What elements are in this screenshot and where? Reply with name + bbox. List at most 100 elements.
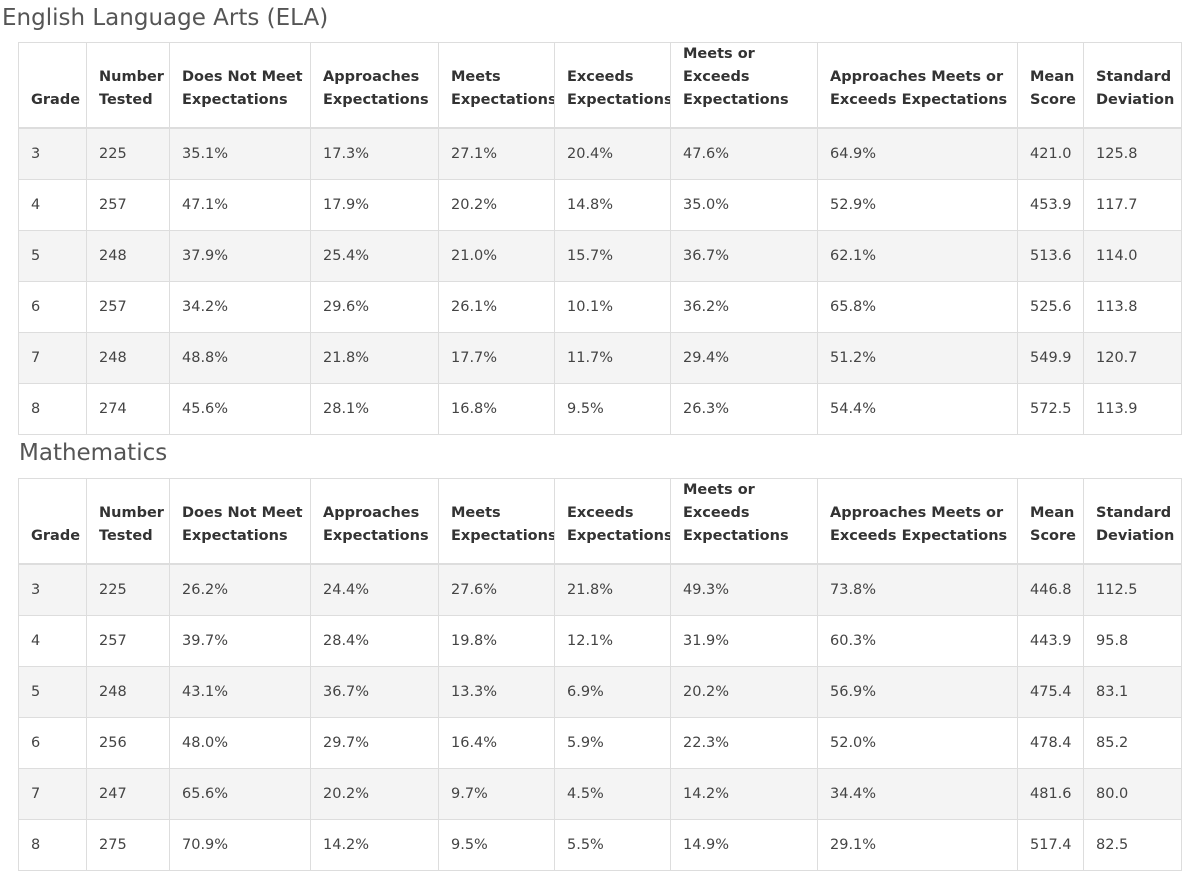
cell-exceeds: 10.1% bbox=[554, 281, 671, 333]
cell-meets-or-exceeds: 29.4% bbox=[670, 332, 818, 384]
table-row: 5 248 37.9% 25.4% 21.0% 15.7% 36.7% 62.1% 513.6 1… bbox=[18, 230, 1182, 282]
column-header-line: Meets or Exceeds bbox=[683, 46, 755, 85]
cell-standard-deviation: 83.1 bbox=[1083, 666, 1182, 718]
column-header-line: Expectations bbox=[683, 92, 789, 108]
cell-approaches: 20.2% bbox=[310, 768, 439, 820]
column-header-line: Standard bbox=[1096, 69, 1172, 85]
cell-meets-or-exceeds: 49.3% bbox=[670, 563, 818, 616]
table-row: 4 257 39.7% 28.4% 19.8% 12.1% 31.9% 60.3% 443.9 9… bbox=[18, 615, 1182, 667]
cell-number-tested: 248 bbox=[86, 666, 170, 718]
column-header-line: Number bbox=[99, 505, 164, 521]
column-header-does-not-meet: Does Not Meet Expectations bbox=[169, 478, 311, 565]
cell-meets-or-exceeds: 14.2% bbox=[670, 768, 818, 820]
cell-mean-score: 421.0 bbox=[1017, 127, 1084, 180]
cell-mean-score: 549.9 bbox=[1017, 332, 1084, 384]
column-header-mean-score: Mean Score bbox=[1017, 478, 1084, 565]
cell-does-not-meet: 37.9% bbox=[169, 230, 311, 282]
cell-number-tested: 257 bbox=[86, 615, 170, 667]
cell-meets: 20.2% bbox=[438, 179, 555, 231]
cell-grade: 7 bbox=[18, 768, 87, 820]
column-header-line: Deviation bbox=[1096, 92, 1175, 108]
column-header-line: Does Not Meet bbox=[182, 505, 303, 521]
cell-mean-score: 446.8 bbox=[1017, 563, 1084, 616]
column-header-number-tested: Number Tested bbox=[86, 478, 170, 565]
column-header-line: Expectations bbox=[683, 528, 789, 544]
column-header-line: Exceeds bbox=[567, 69, 634, 85]
column-header-line: Score bbox=[1030, 92, 1076, 108]
column-header-line: Meets or Exceeds bbox=[683, 482, 755, 521]
cell-does-not-meet: 65.6% bbox=[169, 768, 311, 820]
column-header-meets-or-exceeds: Meets or Exceeds Expectations bbox=[670, 478, 818, 565]
cell-meets-or-exceeds: 20.2% bbox=[670, 666, 818, 718]
table-header-row: Grade Number Tested Does Not Meet Expectatio… bbox=[18, 42, 1182, 129]
column-header-line: Expectations bbox=[182, 92, 288, 108]
ela-section-title: English Language Arts (ELA) bbox=[2, 5, 329, 31]
cell-approaches-meets-or-exceeds: 34.4% bbox=[817, 768, 1018, 820]
column-header-line: Exceeds Expectations bbox=[830, 92, 1008, 108]
column-header-line: Meets bbox=[451, 69, 501, 85]
cell-does-not-meet: 45.6% bbox=[169, 383, 311, 435]
cell-grade: 4 bbox=[18, 615, 87, 667]
cell-number-tested: 248 bbox=[86, 332, 170, 384]
cell-exceeds: 6.9% bbox=[554, 666, 671, 718]
cell-meets-or-exceeds: 35.0% bbox=[670, 179, 818, 231]
cell-meets: 21.0% bbox=[438, 230, 555, 282]
column-header-exceeds: Exceeds Expectations bbox=[554, 42, 671, 129]
cell-standard-deviation: 113.8 bbox=[1083, 281, 1182, 333]
cell-meets-or-exceeds: 47.6% bbox=[670, 127, 818, 180]
column-header-line: Deviation bbox=[1096, 528, 1175, 544]
cell-approaches: 29.6% bbox=[310, 281, 439, 333]
cell-exceeds: 21.8% bbox=[554, 563, 671, 616]
cell-standard-deviation: 85.2 bbox=[1083, 717, 1182, 769]
cell-approaches-meets-or-exceeds: 56.9% bbox=[817, 666, 1018, 718]
cell-mean-score: 572.5 bbox=[1017, 383, 1084, 435]
cell-exceeds: 14.8% bbox=[554, 179, 671, 231]
column-header-line: Does Not Meet bbox=[182, 69, 303, 85]
table-row: 6 256 48.0% 29.7% 16.4% 5.9% 22.3% 52.0% 478.4 85… bbox=[18, 717, 1182, 769]
cell-standard-deviation: 113.9 bbox=[1083, 383, 1182, 435]
column-header-line: Exceeds bbox=[567, 505, 634, 521]
ela-results-table: Grade Number Tested Does Not Meet Expectatio… bbox=[18, 42, 1182, 435]
column-header-line: Number bbox=[99, 69, 164, 85]
column-header-line: Exceeds Expectations bbox=[830, 528, 1008, 544]
cell-number-tested: 225 bbox=[86, 127, 170, 180]
cell-meets: 19.8% bbox=[438, 615, 555, 667]
table-row: 8 274 45.6% 28.1% 16.8% 9.5% 26.3% 54.4% 572.5 11… bbox=[18, 383, 1182, 435]
cell-grade: 6 bbox=[18, 717, 87, 769]
cell-standard-deviation: 95.8 bbox=[1083, 615, 1182, 667]
cell-standard-deviation: 80.0 bbox=[1083, 768, 1182, 820]
column-header-standard-deviation: Standard Deviation bbox=[1083, 42, 1182, 129]
cell-number-tested: 257 bbox=[86, 281, 170, 333]
column-header-approaches-meets-or-exceeds: Approaches Meets or Exceeds Expectations bbox=[817, 478, 1018, 565]
cell-exceeds: 12.1% bbox=[554, 615, 671, 667]
cell-exceeds: 5.5% bbox=[554, 819, 671, 871]
cell-meets-or-exceeds: 36.2% bbox=[670, 281, 818, 333]
math-results-table: Grade Number Tested Does Not Meet Expectatio… bbox=[18, 478, 1182, 871]
cell-approaches: 17.9% bbox=[310, 179, 439, 231]
table-row: 4 257 47.1% 17.9% 20.2% 14.8% 35.0% 52.9% 453.9 1… bbox=[18, 179, 1182, 231]
cell-exceeds: 11.7% bbox=[554, 332, 671, 384]
cell-does-not-meet: 39.7% bbox=[169, 615, 311, 667]
cell-meets: 17.7% bbox=[438, 332, 555, 384]
column-header-line: Expectations bbox=[451, 92, 555, 108]
column-header-mean-score: Mean Score bbox=[1017, 42, 1084, 129]
column-header-line: Expectations bbox=[323, 528, 429, 544]
column-header-meets: Meets Expectations bbox=[438, 478, 555, 565]
cell-does-not-meet: 70.9% bbox=[169, 819, 311, 871]
cell-meets: 27.6% bbox=[438, 563, 555, 616]
cell-does-not-meet: 35.1% bbox=[169, 127, 311, 180]
column-header-line: Expectations bbox=[567, 92, 671, 108]
cell-approaches-meets-or-exceeds: 52.9% bbox=[817, 179, 1018, 231]
column-header-line: Tested bbox=[99, 528, 153, 544]
cell-approaches: 28.1% bbox=[310, 383, 439, 435]
table-header-row: Grade Number Tested Does Not Meet Expectatio… bbox=[18, 478, 1182, 565]
cell-approaches: 14.2% bbox=[310, 819, 439, 871]
cell-number-tested: 275 bbox=[86, 819, 170, 871]
cell-standard-deviation: 117.7 bbox=[1083, 179, 1182, 231]
cell-exceeds: 9.5% bbox=[554, 383, 671, 435]
column-header-line: Standard bbox=[1096, 505, 1172, 521]
cell-approaches: 36.7% bbox=[310, 666, 439, 718]
cell-approaches-meets-or-exceeds: 60.3% bbox=[817, 615, 1018, 667]
cell-meets-or-exceeds: 26.3% bbox=[670, 383, 818, 435]
cell-approaches-meets-or-exceeds: 52.0% bbox=[817, 717, 1018, 769]
